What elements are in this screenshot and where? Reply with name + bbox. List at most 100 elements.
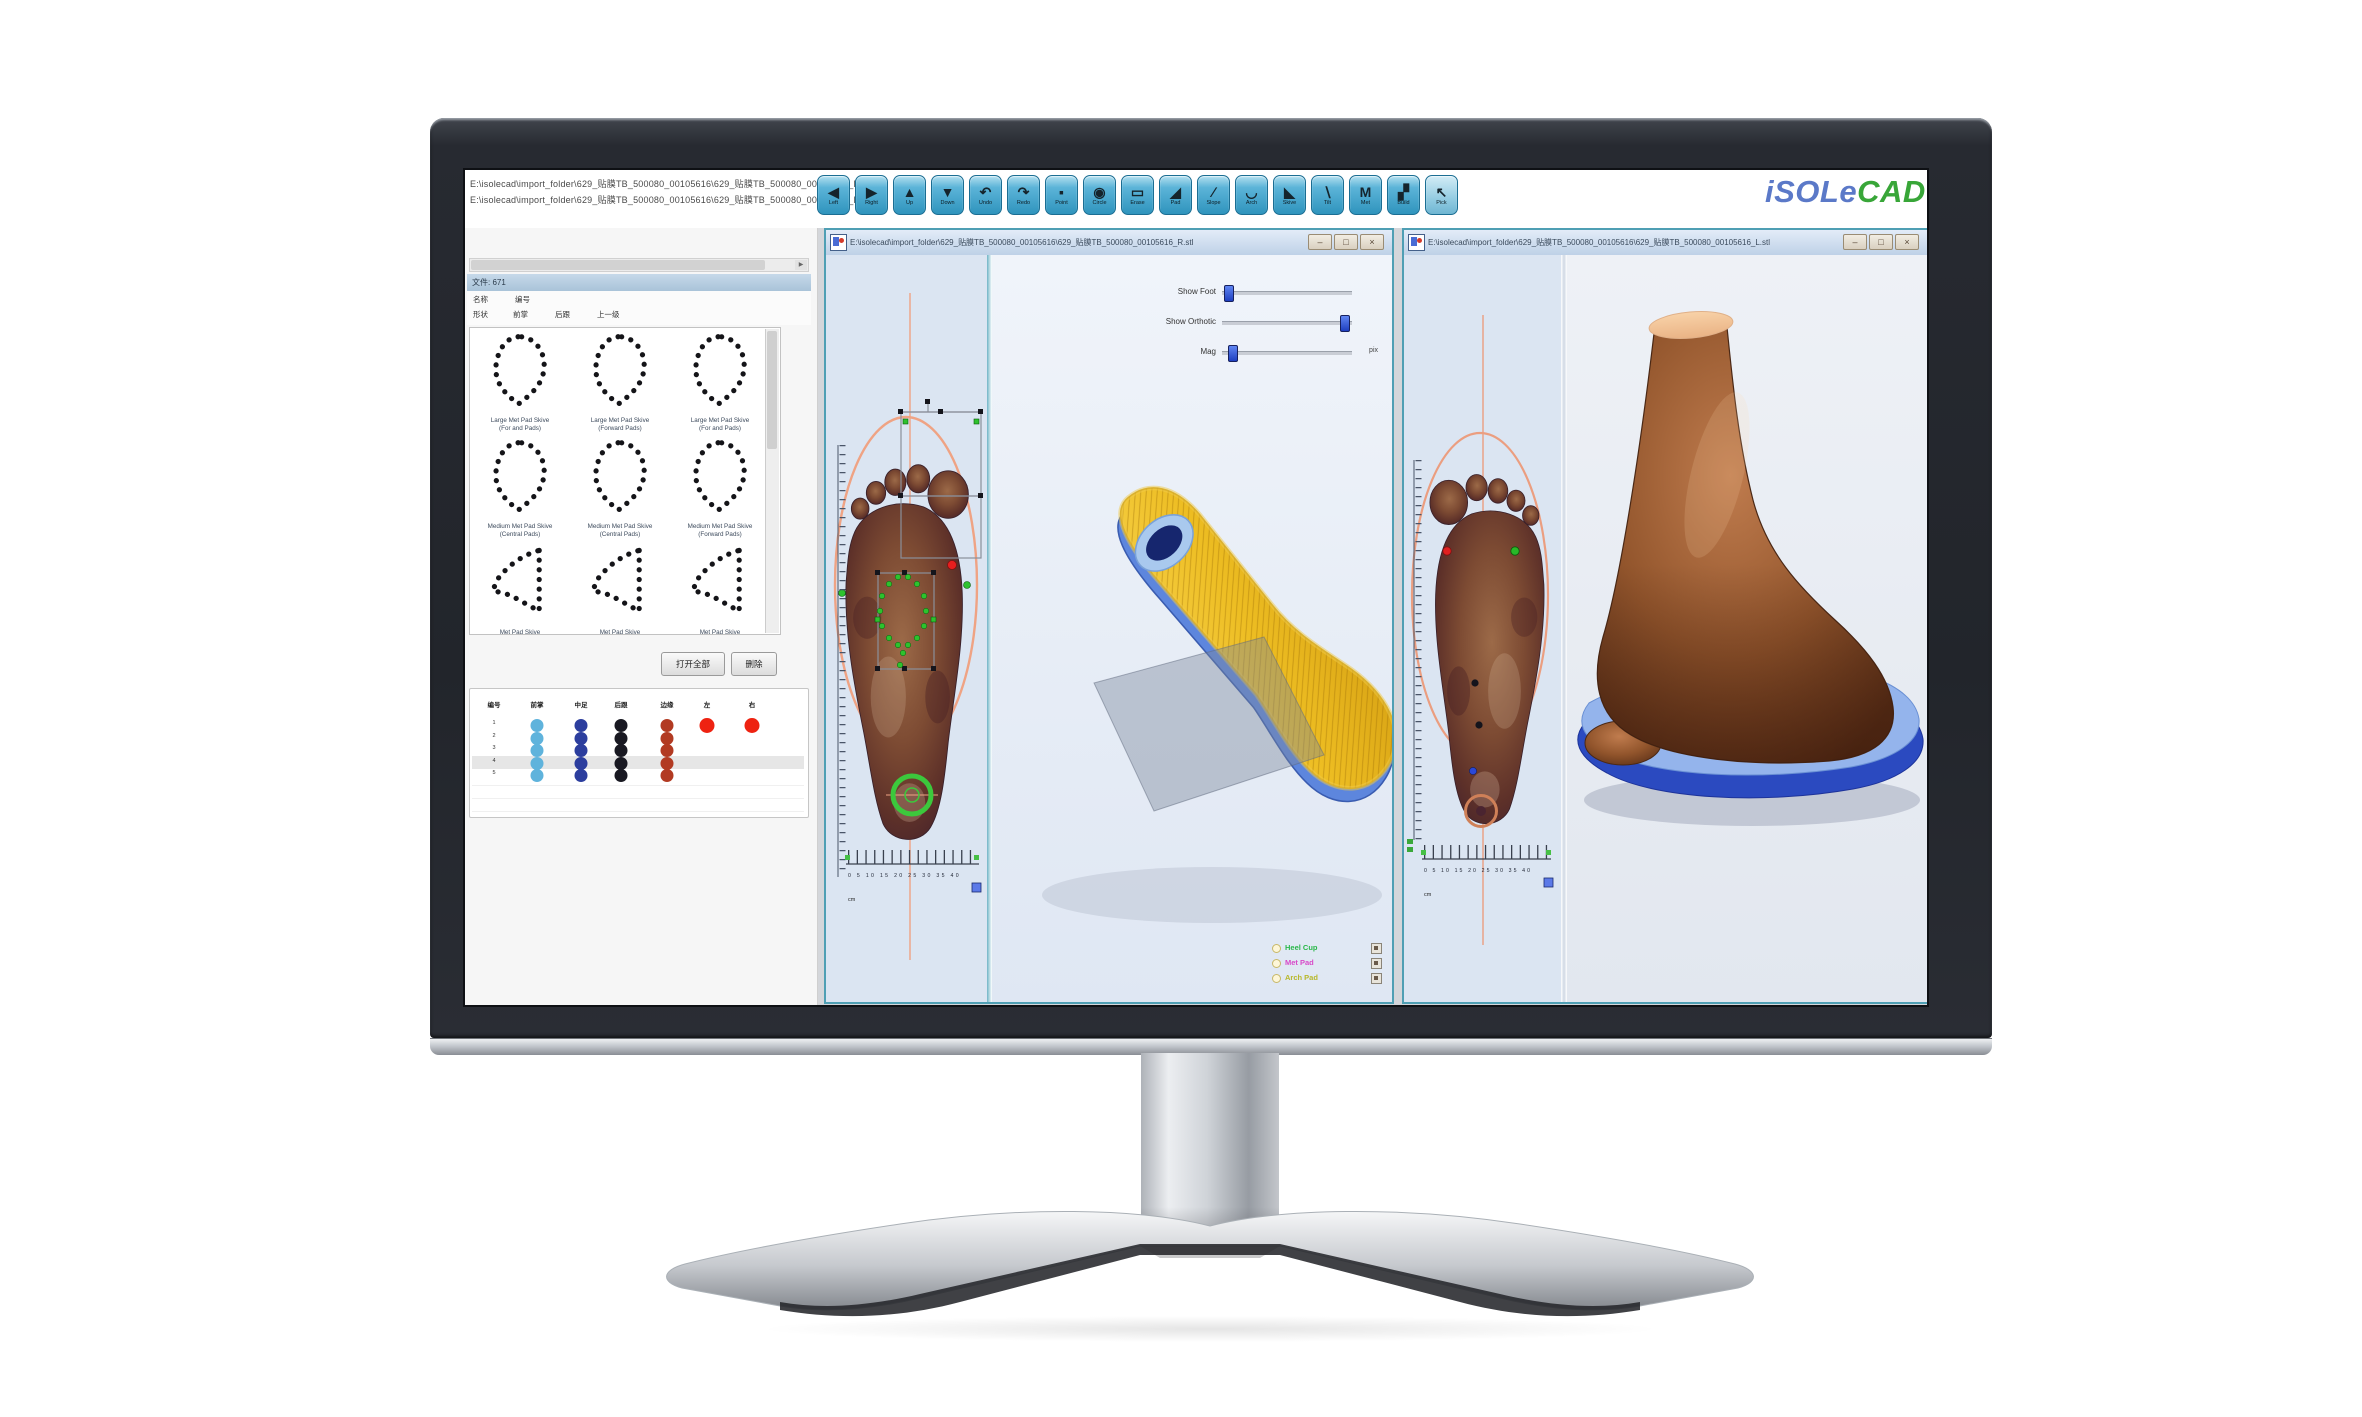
slider-handle[interactable] [1340,315,1350,332]
toolbar-button-tilt[interactable]: ∖ Tilt [1311,175,1344,215]
toolbar-button-skive[interactable]: ◣ Skive [1273,175,1306,215]
slider-track[interactable] [1222,345,1352,362]
foot-scan-view[interactable]: 0 5 10 15 20 25 30 35 40 cm [1404,255,1561,1002]
template-item[interactable]: Met Pad Skive [672,544,768,634]
template-item[interactable]: Medium Met Pad Skive (Central Pads) [472,438,568,538]
template-item[interactable]: Met Pad Skive [572,544,668,634]
legend-row: Heel Cup [1272,941,1382,956]
toolbar-button-right[interactable]: ▶ Right [855,175,888,215]
pane-divider[interactable] [987,255,992,1002]
open-all-button[interactable]: 打开全部 [661,652,725,676]
rotate-cw-icon: ↷ [1017,183,1030,200]
empty-grid-rows [472,785,804,813]
minimize-button[interactable]: – [1308,234,1332,250]
toolbar-button-redo[interactable]: ↷ Redo [1007,175,1040,215]
template-item[interactable]: Large Met Pad Skive (Forward Pads) [572,332,668,432]
tab-shape[interactable]: 形状 [473,310,488,319]
toolbar-button-point[interactable]: ▪ Point [1045,175,1078,215]
open-file-path-1: E:\isolecad\import_folder\629_贴膜TB_50008… [470,179,873,189]
sail-template-icon [489,546,542,616]
column-header: 前掌 [530,702,544,709]
insole-3d-view[interactable]: Show Foot Show Orthotic Mag pix [992,255,1392,1002]
tab-name[interactable]: 名称 [473,295,488,304]
toolbar-button-met[interactable]: M Met [1349,175,1382,215]
scrollbar-thumb[interactable] [767,331,777,449]
scroll-right-icon[interactable]: ▶ [795,260,807,270]
close-button[interactable]: × [1360,234,1384,250]
legend-checkbox[interactable] [1371,958,1382,969]
maximize-button[interactable]: □ [1334,234,1358,250]
toolbar-button-slope[interactable]: ∕ Slope [1197,175,1230,215]
window-titlebar[interactable]: E:\isolecad\import_folder\629_贴膜TB_50008… [1404,230,1927,256]
rotate-ccw-icon: ↶ [979,183,992,200]
window-left-foot: E:\isolecad\import_folder\629_贴膜TB_50008… [1402,228,1927,1004]
toolbar-button-build[interactable]: ▞ Build [1387,175,1420,215]
marker-dot-brick [660,744,674,757]
teardrop-template-icon [693,440,747,514]
logo-isole: iSOLe [1765,174,1858,209]
app-logo: iSOLeCAD [1765,174,1926,210]
column-header: 左 [703,702,711,709]
marker-dot-brick [660,769,674,782]
row-index: 4 [492,757,496,764]
minimize-button[interactable]: – [1843,234,1867,250]
toolbar-button-down[interactable]: ▼ Down [931,175,964,215]
selected-row-highlight [472,756,804,769]
toolbar-label: Redo [1016,199,1031,206]
toolbar-button-up[interactable]: ▲ Up [893,175,926,215]
monitor-shadow [760,1316,1660,1342]
template-item[interactable]: Medium Met Pad Skive (Central Pads) [572,438,668,538]
maximize-button[interactable]: □ [1869,234,1893,250]
slider-handle[interactable] [1224,285,1234,302]
vertical-scrollbar[interactable] [765,329,779,633]
template-list: Large Met Pad Skive (For and Pads) Large … [469,327,781,635]
toolbar-button-circle[interactable]: ◉ Circle [1083,175,1116,215]
toolbar-label: Skive [1282,199,1297,206]
down-arrow-icon: ▼ [940,183,955,200]
slider-track[interactable] [1222,285,1352,302]
toolbar-button-left[interactable]: ◀ Left [817,175,850,215]
document-icon [830,234,847,251]
template-item[interactable]: Met Pad Skive [472,544,568,634]
slider-label: Mag [1200,347,1216,356]
tab-heel[interactable]: 后跟 [555,310,570,319]
toolbar-label: Tilt [1323,199,1332,206]
slider-handle[interactable] [1228,345,1238,362]
delete-button[interactable]: 删除 [731,652,777,676]
tab-number[interactable]: 编号 [515,295,530,304]
toolbar-button-arch[interactable]: ◡ Arch [1235,175,1268,215]
foot-scan-view[interactable]: 0 5 10 15 20 25 30 35 40 cm [826,255,987,1002]
slider-unit: pix [1369,347,1378,354]
template-item[interactable]: Medium Met Pad Skive (Forward Pads) [672,438,768,538]
slider-row: Show Foot [992,283,1392,313]
toolbar-button-pad[interactable]: ◢ Pad [1159,175,1192,215]
slider-track[interactable] [1222,315,1352,332]
close-button[interactable]: × [1895,234,1919,250]
template-sidebar: ▶ 文件: 671 名称 编号 形状 前掌 后跟 上一级 Large Met P… [465,228,818,1005]
legend-checkbox[interactable] [1371,973,1382,984]
pane-divider[interactable] [1561,255,1567,1002]
window-titlebar[interactable]: E:\isolecad\import_folder\629_贴膜TB_50008… [826,230,1392,256]
foot-scan-right-svg: 0 5 10 15 20 25 30 35 40 cm [833,293,983,960]
left-arrow-icon: ◀ [828,183,839,200]
scrollbar-thumb[interactable] [471,260,765,270]
template-item[interactable]: Large Met Pad Skive (For and Pads) [672,332,768,432]
horizontal-scrollbar[interactable]: ▶ [469,258,809,272]
toolbar-button-undo[interactable]: ↶ Undo [969,175,1002,215]
marker-dot-black [614,744,628,757]
toolbar-label: Up [905,199,914,206]
legend-checkbox[interactable] [1371,943,1382,954]
legend-label: Heel Cup [1285,943,1318,952]
tab-forefoot[interactable]: 前掌 [513,310,528,319]
main-toolbar: ◀ Left ▶ Right ▲ Up ▼ Down ↶ Undo ↷ Redo ▪ Poin… [817,175,1458,215]
template-item[interactable]: Large Met Pad Skive (For and Pads) [472,332,568,432]
foot-3d-view[interactable] [1567,255,1927,1002]
toolbar-button-pick[interactable]: ↖ Pick [1425,175,1458,215]
slider-label: Show Orthotic [1165,317,1216,326]
tab-up-level[interactable]: 上一级 [597,310,620,319]
legend-label: Met Pad [1285,958,1314,967]
toolbar-button-erase[interactable]: ▭ Erase [1121,175,1154,215]
foot-scan-left-svg: 0 5 10 15 20 25 30 35 40 cm [1407,315,1554,945]
ruler-numbers: 0 5 10 15 20 25 30 35 40 [1424,868,1532,874]
template-caption: Medium Met Pad Skive (Central Pads) [587,523,653,538]
